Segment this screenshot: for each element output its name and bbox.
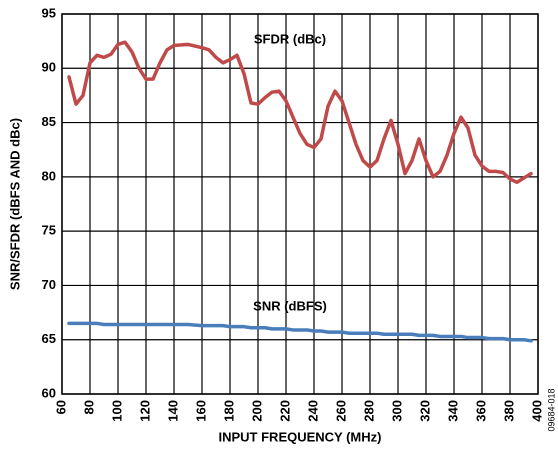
y-tick-label: 95 xyxy=(42,5,56,20)
x-tick-label: 200 xyxy=(249,400,264,422)
x-tick-label: 180 xyxy=(221,400,236,422)
y-axis-label: SNR/SFDR (dBFS AND dBc) xyxy=(7,118,22,290)
y-tick-label: 75 xyxy=(42,223,56,238)
y-tick-label: 70 xyxy=(42,277,56,292)
x-tick-label: 260 xyxy=(333,400,348,422)
x-tick-label: 100 xyxy=(109,400,124,422)
x-tick-label: 120 xyxy=(137,400,152,422)
y-tick-label: 80 xyxy=(42,168,56,183)
x-tick-label: 160 xyxy=(193,400,208,422)
plot-frame xyxy=(61,13,539,395)
figure-id: 09684-018 xyxy=(546,388,556,431)
y-tick-label: 65 xyxy=(42,331,56,346)
y-tick-label: 60 xyxy=(42,385,56,400)
x-tick-label: 240 xyxy=(305,400,320,422)
x-tick-label: 320 xyxy=(417,400,432,422)
snr-annotation: SNR (dBFS) xyxy=(253,298,327,313)
x-tick-label: 80 xyxy=(81,400,96,414)
x-tick-label: 300 xyxy=(389,400,404,422)
x-tick-label: 140 xyxy=(165,400,180,422)
x-axis-label: INPUT FREQUENCY (MHz) xyxy=(219,429,382,444)
x-tick-label: 400 xyxy=(529,400,544,422)
x-tick-label: 280 xyxy=(361,400,376,422)
x-tick-label: 60 xyxy=(53,400,68,414)
series-line xyxy=(67,40,533,185)
x-tick-label: 380 xyxy=(501,400,516,422)
x-tick-label: 360 xyxy=(473,400,488,422)
sfdr-annotation: SFDR (dBc) xyxy=(254,31,326,46)
series-line xyxy=(67,321,533,343)
y-tick-label: 85 xyxy=(42,114,56,129)
x-tick-label: 340 xyxy=(445,400,460,422)
y-tick-label: 90 xyxy=(42,60,56,75)
x-tick-label: 220 xyxy=(277,400,292,422)
